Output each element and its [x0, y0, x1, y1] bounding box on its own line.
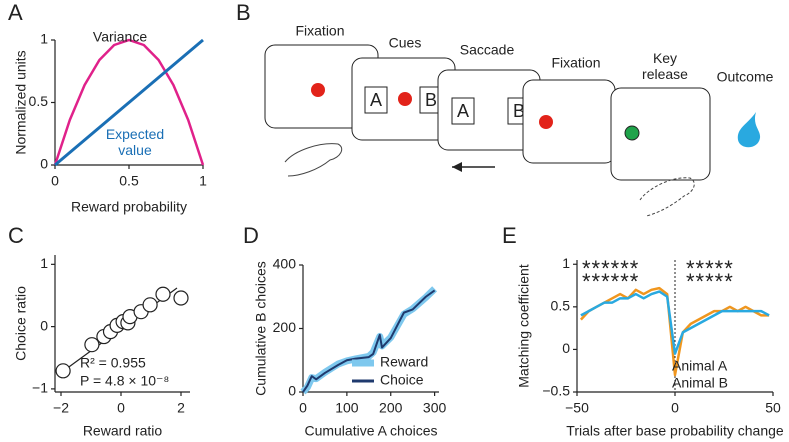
x-tick-label: 0 [117, 400, 125, 416]
step-label: Fixation [551, 55, 600, 71]
annotation: R² = 0.955 [80, 355, 146, 371]
option-label: A [370, 90, 382, 110]
x-tick-label: 0 [671, 400, 679, 416]
scatter-point [84, 337, 100, 353]
y-tick-label: 0 [40, 156, 48, 172]
x-axis-label: Trials after base probability change [566, 423, 784, 439]
arrow-head [452, 162, 462, 172]
series-label-box: Expected value [105, 126, 165, 158]
x-tick-label: 0.5 [119, 173, 139, 189]
significance-stars: ***** [686, 269, 734, 294]
reward-drop [737, 112, 761, 148]
x-tick-label: 50 [765, 400, 781, 416]
annotation: P = 4.8 × 10⁻⁸ [80, 373, 169, 389]
y-tick-label: 1 [40, 255, 48, 271]
fixation-dot [311, 83, 325, 97]
legend-label: Animal B [672, 375, 728, 391]
legend-label: Animal A [672, 358, 728, 374]
x-tick-label: 1 [199, 173, 207, 189]
x-axis-label: Reward ratio [83, 423, 163, 439]
x-tick-label: 2 [177, 400, 185, 416]
significance-stars: ***** [686, 256, 734, 281]
x-tick-label: 300 [423, 400, 447, 416]
y-tick-label: 200 [273, 319, 297, 335]
y-tick-label: −1 [32, 380, 48, 396]
series-label: Variance [93, 29, 147, 45]
panel-letter: E [502, 223, 517, 248]
y-tick-label: 0 [40, 317, 48, 333]
go-dot [624, 125, 640, 141]
step-label: Fixation [295, 23, 344, 39]
x-tick-label: 200 [379, 400, 403, 416]
option-label: B [425, 90, 437, 110]
series-line [53, 38, 205, 166]
screen [610, 87, 711, 181]
hand-drawing [639, 177, 695, 217]
option-box [451, 97, 475, 125]
task-diagram: A B A B Fixation Cues Saccade Fixation K… [264, 23, 774, 217]
hand-drawing [284, 143, 343, 177]
series-label: Expected value [105, 126, 165, 158]
step-label: Saccade [460, 42, 515, 58]
y-axis-label: Normalized units [13, 50, 29, 154]
panel-letter: D [243, 223, 259, 248]
x-tick-label: 0 [299, 400, 307, 416]
legend-label: Reward [380, 354, 428, 370]
scatter-point [55, 363, 71, 379]
significance-stars: ****** [582, 256, 639, 281]
y-axis-label: Choice ratio [13, 286, 29, 361]
scatter-point [173, 290, 189, 306]
option-box [364, 86, 388, 114]
x-tick-label: −2 [53, 400, 69, 416]
option-label: A [457, 101, 469, 121]
y-tick-label: −0.5 [542, 383, 570, 399]
panel-letter: B [236, 0, 251, 25]
y-tick-label: 1 [40, 31, 48, 47]
x-axis-label: Reward probability [71, 199, 187, 215]
x-tick-label: 100 [335, 400, 359, 416]
panel-letter: A [8, 0, 23, 25]
x-tick-label: 0 [51, 173, 59, 189]
y-tick-label: 400 [273, 256, 297, 272]
x-tick-label: −50 [565, 400, 589, 416]
step-label-box: Key release [642, 50, 688, 82]
series-line [302, 289, 436, 393]
significance-stars: ****** [582, 269, 639, 294]
y-axis-label: Matching coefficient [516, 264, 532, 388]
y-axis-label: Cumulative B choices [253, 261, 269, 396]
scatter-point [155, 286, 171, 302]
scatter-point [142, 297, 158, 313]
y-tick-label: 1 [562, 255, 570, 271]
outcome-label: Outcome [717, 69, 774, 85]
series-line [580, 290, 770, 355]
x-axis-label: Cumulative A choices [304, 423, 437, 439]
panel-letter: C [8, 223, 24, 248]
y-tick-label: 0 [288, 383, 296, 399]
option-label: B [513, 101, 525, 121]
y-tick-label: 0.5 [551, 298, 571, 314]
legend-label: Choice [380, 372, 424, 388]
step-label: Key release [642, 50, 688, 82]
screen [522, 79, 616, 164]
y-tick-label: 0 [562, 340, 570, 356]
step-label: Cues [389, 35, 422, 51]
series-line [54, 38, 204, 167]
fixation-dot [398, 92, 412, 106]
fixation-dot [539, 115, 553, 129]
y-tick-label: 0.5 [29, 93, 49, 109]
